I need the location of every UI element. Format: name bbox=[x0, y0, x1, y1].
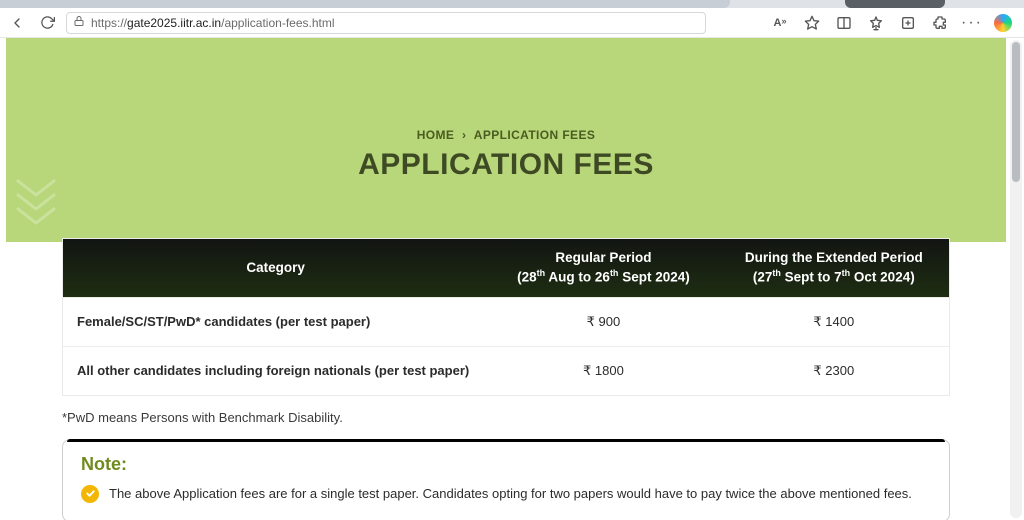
collections-icon[interactable] bbox=[898, 13, 918, 33]
refresh-button[interactable] bbox=[36, 12, 58, 34]
cell-category: Female/SC/ST/PwD* candidates (per test p… bbox=[63, 297, 488, 346]
note-item: The above Application fees are for a sin… bbox=[81, 485, 931, 503]
url-prefix: https:// bbox=[91, 16, 127, 30]
col-header-regular-line2: (28th Aug to 26th Sept 2024) bbox=[502, 267, 704, 287]
split-screen-icon[interactable] bbox=[834, 13, 854, 33]
favorites-bar-icon[interactable] bbox=[866, 13, 886, 33]
vertical-scrollbar[interactable] bbox=[1010, 40, 1022, 518]
decorative-chevrons-icon bbox=[14, 177, 58, 234]
cell-category: All other candidates including foreign n… bbox=[63, 346, 488, 395]
cell-extended: ₹ 1400 bbox=[719, 297, 949, 346]
fees-table: Category Regular Period (28th Aug to 26t… bbox=[62, 238, 950, 396]
page-content: HOME › APPLICATION FEES APPLICATION FEES… bbox=[6, 38, 1006, 520]
active-tab-placeholder[interactable] bbox=[0, 0, 730, 8]
footnote: *PwD means Persons with Benchmark Disabi… bbox=[62, 410, 950, 425]
cell-extended: ₹ 2300 bbox=[719, 346, 949, 395]
copilot-icon[interactable] bbox=[994, 14, 1012, 32]
page-title: APPLICATION FEES bbox=[6, 148, 1006, 182]
col-header-regular-line1: Regular Period bbox=[502, 249, 704, 267]
breadcrumb: HOME › APPLICATION FEES bbox=[6, 38, 1006, 142]
breadcrumb-home-link[interactable]: HOME bbox=[417, 128, 455, 142]
more-icon[interactable]: ··· bbox=[962, 13, 982, 33]
col-header-extended-line1: During the Extended Period bbox=[733, 249, 935, 267]
cell-regular: ₹ 900 bbox=[488, 297, 718, 346]
note-box: Note: The above Application fees are for… bbox=[62, 439, 950, 520]
scrollbar-thumb[interactable] bbox=[1012, 42, 1020, 182]
browser-toolbar: https://gate2025.iitr.ac.in/application-… bbox=[0, 8, 1024, 38]
page-viewport: HOME › APPLICATION FEES APPLICATION FEES… bbox=[0, 38, 1024, 520]
check-icon bbox=[81, 485, 99, 503]
back-button[interactable] bbox=[6, 12, 28, 34]
col-header-extended: During the Extended Period (27th Sept to… bbox=[719, 239, 949, 297]
col-header-regular: Regular Period (28th Aug to 26th Sept 20… bbox=[488, 239, 718, 297]
extensions-icon[interactable] bbox=[930, 13, 950, 33]
url-text: https://gate2025.iitr.ac.in/application-… bbox=[91, 16, 335, 30]
col-header-category: Category bbox=[63, 239, 488, 297]
inactive-tab-placeholder[interactable] bbox=[845, 0, 945, 8]
note-text: The above Application fees are for a sin… bbox=[109, 486, 912, 501]
col-header-extended-line2: (27th Sept to 7th Oct 2024) bbox=[733, 267, 935, 287]
main-content: Category Regular Period (28th Aug to 26t… bbox=[62, 238, 950, 520]
url-host: gate2025.iitr.ac.in bbox=[127, 16, 221, 30]
hero-banner: HOME › APPLICATION FEES APPLICATION FEES bbox=[6, 38, 1006, 242]
tab-strip bbox=[0, 0, 1024, 8]
address-bar[interactable]: https://gate2025.iitr.ac.in/application-… bbox=[66, 12, 706, 34]
url-path: /application-fees.html bbox=[221, 16, 334, 30]
breadcrumb-current: APPLICATION FEES bbox=[474, 128, 596, 142]
lock-icon bbox=[73, 14, 85, 32]
read-aloud-icon[interactable]: A» bbox=[770, 13, 790, 33]
browser-chrome: https://gate2025.iitr.ac.in/application-… bbox=[0, 0, 1024, 38]
cell-regular: ₹ 1800 bbox=[488, 346, 718, 395]
table-row: All other candidates including foreign n… bbox=[63, 346, 949, 395]
toolbar-right: A» ··· bbox=[770, 13, 1018, 33]
chevron-right-icon: › bbox=[462, 128, 466, 142]
favorite-icon[interactable] bbox=[802, 13, 822, 33]
note-title: Note: bbox=[81, 454, 931, 475]
table-row: Female/SC/ST/PwD* candidates (per test p… bbox=[63, 297, 949, 346]
